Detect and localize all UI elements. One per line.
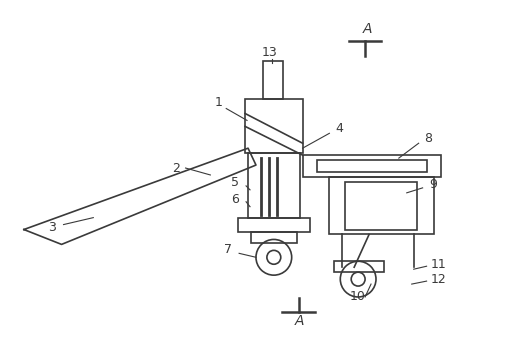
- Bar: [248, 153, 300, 217]
- Text: 2: 2: [172, 162, 179, 175]
- Bar: [263, 61, 283, 98]
- Bar: [317, 160, 426, 172]
- Text: 3: 3: [48, 221, 56, 234]
- Text: 12: 12: [430, 273, 446, 286]
- Bar: [303, 155, 442, 177]
- Bar: [238, 217, 310, 232]
- Text: 1: 1: [214, 96, 222, 109]
- Text: 8: 8: [424, 132, 432, 145]
- Bar: [330, 177, 433, 235]
- Text: 6: 6: [231, 193, 239, 206]
- Text: 10: 10: [349, 291, 365, 304]
- Bar: [251, 232, 297, 244]
- Text: A: A: [295, 314, 304, 328]
- Bar: [245, 98, 303, 153]
- Text: 5: 5: [231, 176, 239, 189]
- Bar: [345, 182, 417, 229]
- Text: 11: 11: [430, 258, 446, 271]
- Bar: [334, 261, 384, 272]
- Text: 4: 4: [335, 122, 343, 135]
- Text: 7: 7: [224, 243, 232, 256]
- Text: A: A: [363, 22, 372, 36]
- Text: 13: 13: [262, 46, 278, 59]
- Text: 9: 9: [429, 178, 438, 191]
